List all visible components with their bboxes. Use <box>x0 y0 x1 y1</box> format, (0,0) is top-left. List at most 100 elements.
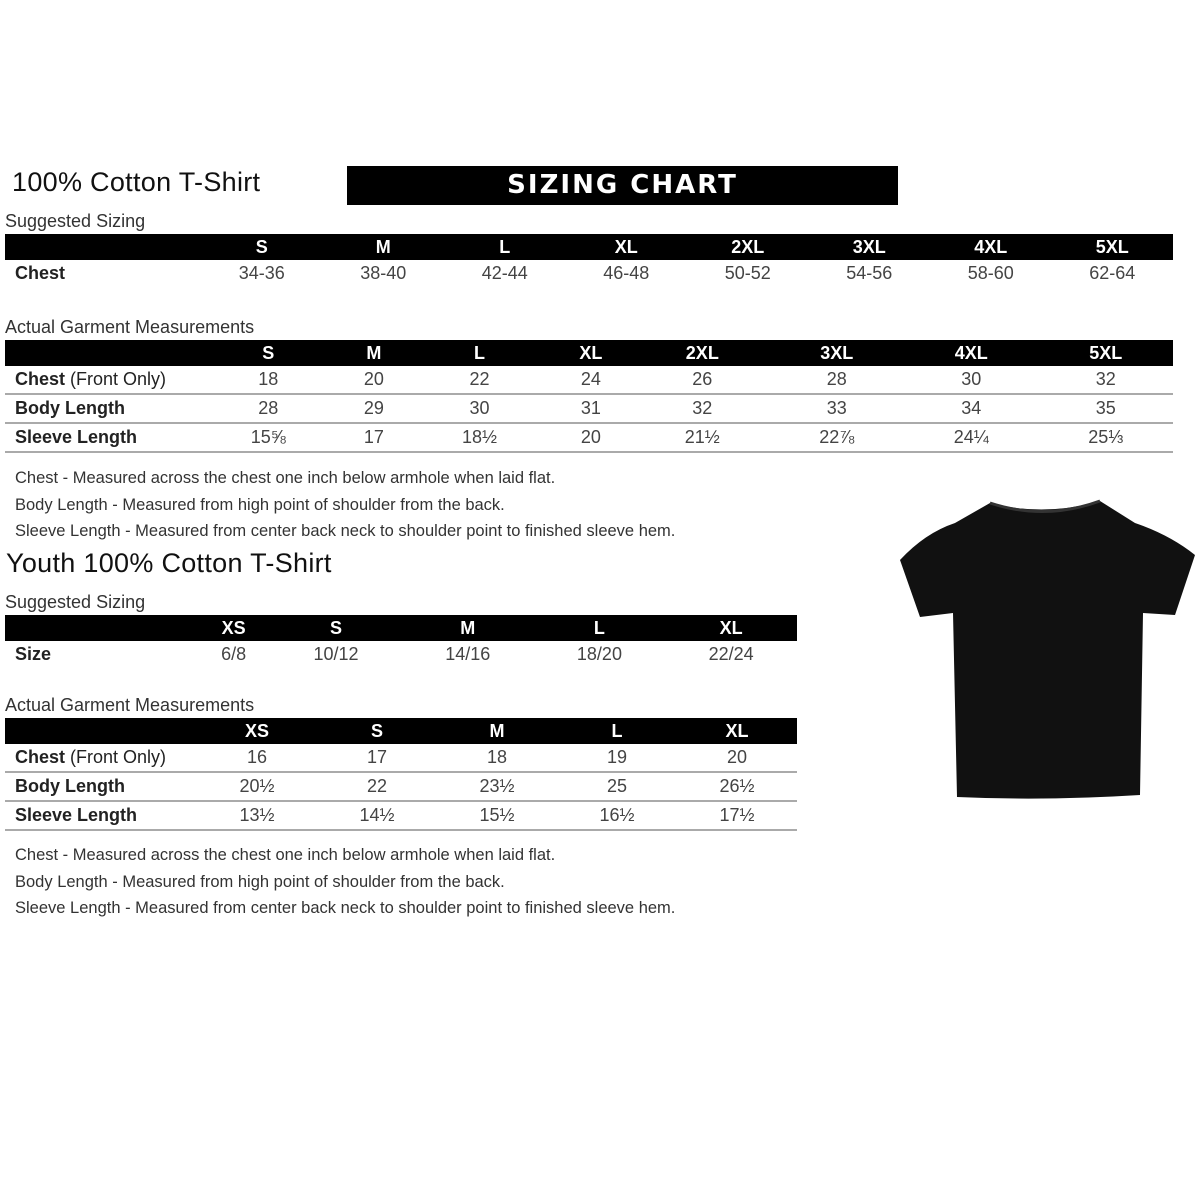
size-header: 3XL <box>808 234 930 260</box>
size-header: 2XL <box>635 340 770 366</box>
adult-title: 100% Cotton T-Shirt <box>12 167 261 197</box>
table-cell: 6/8 <box>221 644 247 664</box>
table-cell: 16½ <box>557 801 677 831</box>
table-cell: 42-44 <box>481 263 528 283</box>
table-cell: 13½ <box>197 801 317 831</box>
table-cell: 24¼ <box>904 423 1039 453</box>
size-header-row: XS S M L XL <box>5 615 797 641</box>
row-label: Chest (Front Only) <box>5 744 197 773</box>
table-cell: 23½ <box>437 772 557 802</box>
table-cell: 15½ <box>437 801 557 831</box>
size-header: M <box>322 234 444 260</box>
table-cell: 28 <box>201 394 336 424</box>
row-label-extra: (Front Only) <box>70 747 167 767</box>
size-header-row: S M L XL 2XL 3XL 4XL 5XL <box>5 340 1173 366</box>
size-header: L <box>557 718 677 744</box>
size-header: 3XL <box>769 340 905 366</box>
table-cell: 34 <box>904 394 1039 424</box>
table-cell: 34-36 <box>238 263 285 283</box>
size-header: M <box>437 718 557 744</box>
table-cell: 50-52 <box>724 263 771 283</box>
size-header: 5XL <box>1038 340 1173 366</box>
row-label: Size <box>5 641 197 668</box>
table-cell: 18 <box>201 366 336 395</box>
table-cell: 17½ <box>677 801 797 831</box>
youth-actual-table: XS S M L XL Chest (Front Only) 16 17 18 19 20 Body … <box>5 718 797 831</box>
table-cell: 30 <box>904 366 1039 395</box>
table-cell: 32 <box>1038 366 1173 395</box>
row-label-text: Body Length <box>15 398 125 418</box>
youth-notes: Chest - Measured across the chest one in… <box>15 842 675 922</box>
note-body-length: Body Length - Measured from high point o… <box>15 872 505 891</box>
note-sleeve-length: Sleeve Length - Measured from center bac… <box>15 522 676 540</box>
table-cell: 20 <box>335 366 413 395</box>
table-cell: 33 <box>769 394 905 424</box>
table-cell: 20 <box>546 423 636 453</box>
table-cell: 20 <box>677 744 797 773</box>
row-label-text: Size <box>15 644 52 664</box>
size-header-row: S M L XL 2XL 3XL 4XL 5XL <box>5 234 1173 260</box>
adult-suggested-label: Suggested Sizing <box>5 211 146 231</box>
table-cell: 18 <box>437 744 557 773</box>
table-cell: 18/20 <box>576 644 622 664</box>
row-label: Chest (Front Only) <box>5 366 201 395</box>
table-cell: 16 <box>197 744 317 773</box>
sizing-chart-banner: SIZING CHART <box>347 166 898 205</box>
size-header: M <box>401 615 534 641</box>
table-cell: 26½ <box>677 772 797 802</box>
note-chest: Chest - Measured across the chest one in… <box>15 846 556 864</box>
table-cell: 31 <box>546 394 636 424</box>
row-label: Body Length <box>5 394 201 424</box>
table-cell: 24 <box>546 366 636 395</box>
table-cell: 54-56 <box>846 263 893 283</box>
size-header: XS <box>197 718 317 744</box>
size-header: XL <box>677 718 797 744</box>
size-header: XL <box>565 234 687 260</box>
size-header: 4XL <box>930 234 1052 260</box>
table-cell: 26 <box>635 366 770 395</box>
table-cell: 14½ <box>317 801 437 831</box>
table-cell: 38-40 <box>360 263 407 283</box>
table-cell: 17 <box>317 744 437 773</box>
table-cell: 10/12 <box>313 644 359 664</box>
table-cell: 22 <box>317 772 437 802</box>
table-cell: 28 <box>769 366 905 395</box>
table-cell: 22⅞ <box>769 423 905 453</box>
size-header: S <box>317 718 437 744</box>
adult-actual-table: S M L XL 2XL 3XL 4XL 5XL Chest (Front Only) 18 20 2… <box>5 340 1173 453</box>
table-cell: 62-64 <box>1089 263 1136 283</box>
row-label: Sleeve Length <box>5 423 201 453</box>
row-label: Body Length <box>5 772 197 802</box>
table-row: Body Length 28 29 30 31 32 33 34 35 <box>5 394 1173 424</box>
table-cell: 35 <box>1038 394 1173 424</box>
table-cell: 46-48 <box>603 263 650 283</box>
table-row: Chest (Front Only) 16 17 18 19 20 <box>5 744 797 773</box>
table-row: Body Length 20½ 22 23½ 25 26½ <box>5 772 797 802</box>
table-cell: 32 <box>635 394 770 424</box>
row-label-text: Chest <box>15 369 66 389</box>
size-header: L <box>533 615 666 641</box>
table-row: Sleeve Length 13½ 14½ 15½ 16½ 17½ <box>5 801 797 831</box>
size-header: XS <box>197 615 271 641</box>
row-label-extra: (Front Only) <box>70 369 167 389</box>
row-label: Sleeve Length <box>5 801 197 831</box>
size-header: XL <box>546 340 636 366</box>
row-label-text: Chest <box>15 747 66 767</box>
size-header: L <box>444 234 566 260</box>
table-cell: 25 <box>557 772 677 802</box>
note-chest: Chest - Measured across the chest one in… <box>15 469 556 487</box>
size-header: 5XL <box>1051 234 1173 260</box>
size-header: 4XL <box>904 340 1039 366</box>
row-label-text: Chest <box>15 263 66 283</box>
youth-suggested-label: Suggested Sizing <box>5 592 146 612</box>
table-cell: 25⅓ <box>1038 423 1173 453</box>
table-cell: 29 <box>335 394 413 424</box>
size-header: 2XL <box>687 234 809 260</box>
table-cell: 15⅝ <box>201 423 336 453</box>
table-cell: 17 <box>335 423 413 453</box>
table-row: Size 6/8 10/12 14/16 18/20 22/24 <box>5 641 797 668</box>
note-body-length: Body Length - Measured from high point o… <box>15 495 505 514</box>
row-label-text: Sleeve Length <box>15 805 138 825</box>
table-cell: 22 <box>412 366 547 395</box>
table-row: Chest (Front Only) 18 20 22 24 26 28 30 32 <box>5 366 1173 395</box>
